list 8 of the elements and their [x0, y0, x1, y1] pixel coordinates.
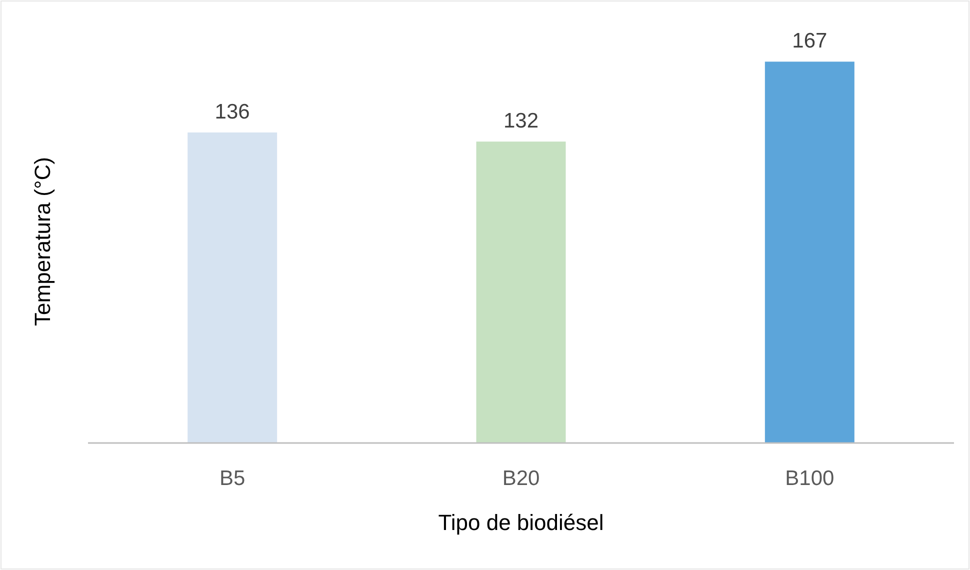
x-axis-title: Tipo de biodiésel	[438, 510, 604, 535]
x-tick-label: B20	[502, 467, 540, 490]
data-label: 132	[503, 110, 539, 133]
y-axis-title: Temperatura (°C)	[30, 157, 55, 326]
data-label: 167	[792, 30, 828, 53]
data-label: 136	[214, 100, 250, 124]
x-tick-label: B100	[785, 467, 834, 490]
x-tick-label: B5	[219, 467, 246, 490]
